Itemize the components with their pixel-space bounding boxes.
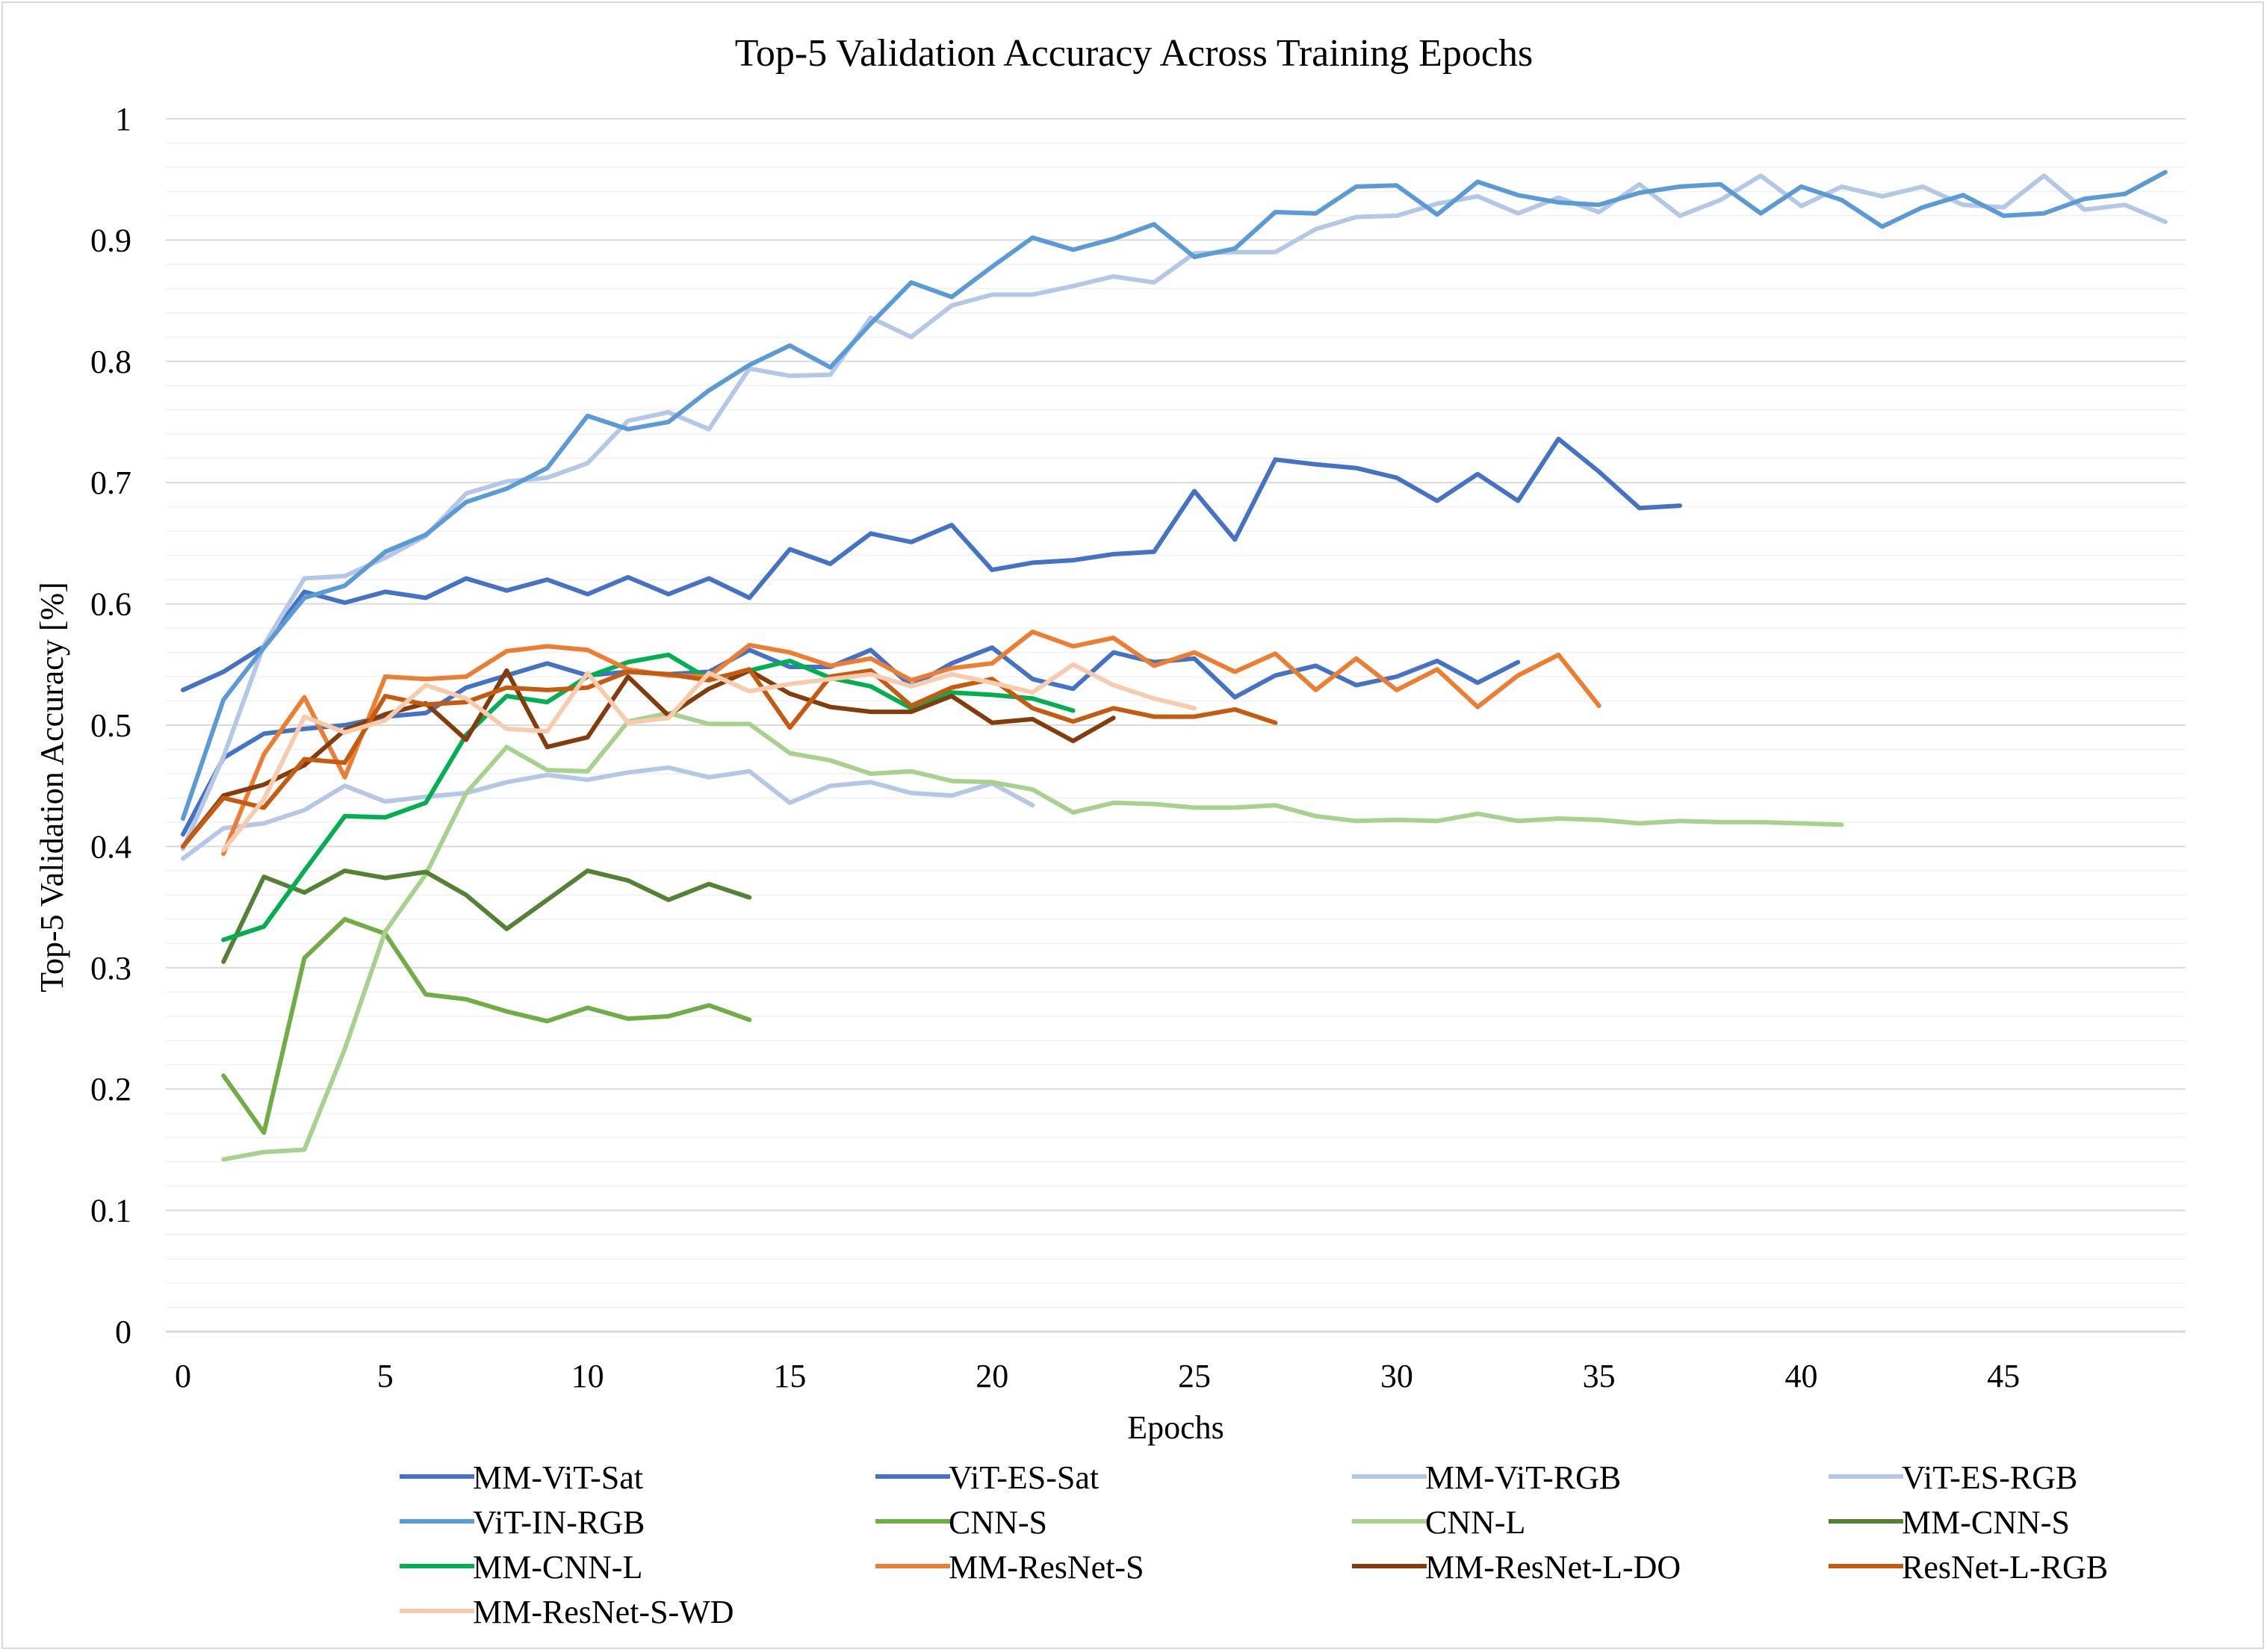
series-line-resnet-l-rgb [181,667,1278,849]
x-axis-label: Epochs [1127,1409,1224,1446]
legend-label-resnet-l-rgb: ResNet-L-RGB [1902,1549,2108,1586]
y-tick-label: 0.3 [90,950,131,987]
series-line-vit-es-rgb [181,765,1035,861]
legend-label-mm-resnet-l-do: MM-ResNet-L-DO [1425,1549,1681,1586]
y-axis-label: Top-5 Validation Accuracy [%] [34,582,70,993]
legend-label-vit-es-sat: ViT-ES-Sat [949,1459,1099,1496]
legend: MM-ViT-Sat ViT-ES-Sat MM-ViT-RGB ViT-ES-RGB… [400,1459,2108,1630]
series-line-cnn-s [221,916,752,1135]
chart-title: Top-5 Validation Accuracy Across Trainin… [735,32,1533,75]
legend-label-mm-resnet-s: MM-ResNet-S [949,1549,1144,1586]
y-tick-label: 0.5 [90,707,131,744]
y-axis-ticks: 0 0.1 0.2 0.3 0.4 0.5 0.6 0.7 0.8 0.9 1 [90,101,131,1350]
x-tick-label: 10 [571,1358,604,1394]
series-line-vit-es-sat [181,436,1682,692]
legend-label-vit-in-rgb: ViT-IN-RGB [473,1504,645,1541]
legend-label-mm-vit-sat: MM-ViT-Sat [473,1459,643,1496]
x-tick-label: 15 [773,1358,806,1394]
legend-label-vit-es-rgb: ViT-ES-RGB [1902,1459,2077,1496]
x-tick-label: 45 [1987,1358,2020,1394]
y-tick-label: 0.1 [90,1193,131,1229]
series-line-cnn-l [221,710,1844,1162]
y-tick-label: 0.7 [90,465,131,501]
x-tick-label: 0 [175,1358,191,1394]
legend-label-cnn-l: CNN-L [1425,1504,1525,1541]
legend-label-mm-vit-rgb: MM-ViT-RGB [1425,1459,1621,1496]
y-tick-label: 0.6 [90,586,131,623]
x-tick-label: 20 [976,1358,1008,1394]
series-lines [181,170,2168,1162]
y-tick-label: 1 [115,101,131,137]
y-tick-label: 0.2 [90,1071,131,1108]
series-line-mm-vit-rgb [181,173,2168,851]
y-tick-label: 0.4 [90,828,131,865]
legend-label-mm-resnet-s-wd: MM-ResNet-S-WD [473,1594,734,1630]
x-tick-label: 30 [1380,1358,1413,1394]
legend-label-mm-cnn-s: MM-CNN-S [1902,1504,2070,1541]
series-line-mm-resnet-s [221,630,1601,857]
series-line-vit-in-rgb [181,170,2168,821]
x-axis-ticks: 0 5 10 15 20 25 30 35 40 45 [175,1358,2020,1394]
x-tick-label: 25 [1178,1358,1211,1394]
y-tick-label: 0 [115,1314,131,1350]
series-line-mm-resnet-s-wd [221,662,1197,853]
y-tick-label: 0.9 [90,222,131,258]
series-line-mm-resnet-l-do [181,668,1116,849]
gridlines [166,118,2186,1308]
legend-label-mm-cnn-l: MM-CNN-L [473,1549,642,1586]
legend-label-cnn-s: CNN-S [949,1504,1047,1541]
y-tick-label: 0.8 [90,344,131,380]
series-line-mm-cnn-l [221,652,1076,943]
x-tick-label: 40 [1784,1358,1817,1394]
x-tick-label: 35 [1583,1358,1616,1394]
x-tick-label: 5 [377,1358,394,1394]
series-line-mm-cnn-s [221,868,752,964]
